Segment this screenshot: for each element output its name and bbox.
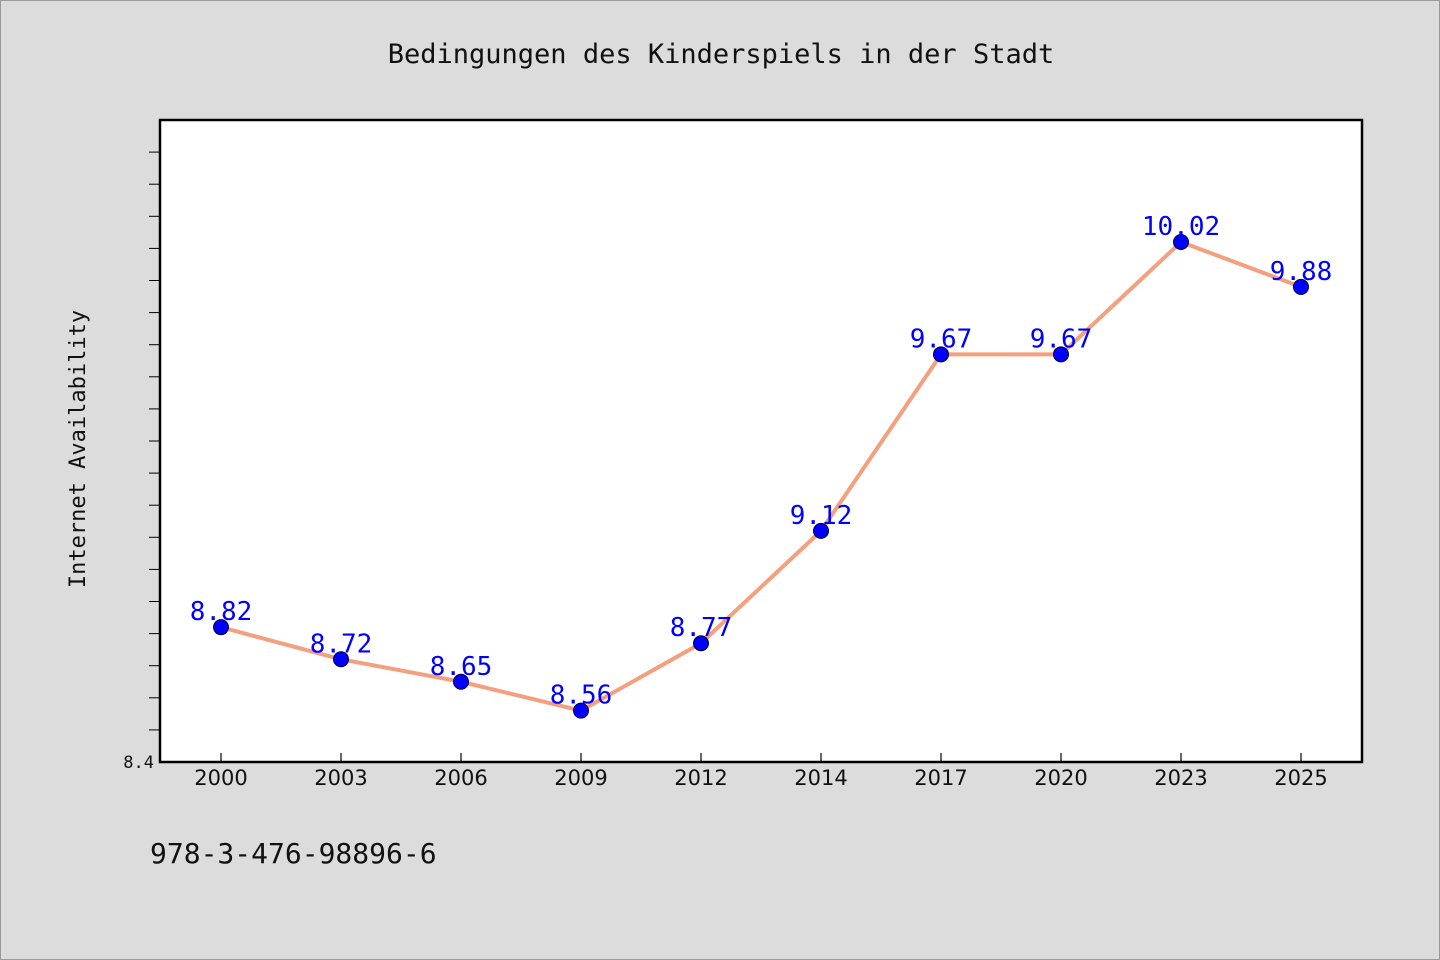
data-point-marker [1053,346,1069,363]
data-label: 8.56 [550,681,613,711]
data-label: 8.82 [190,597,253,627]
data-point-marker [813,522,829,539]
x-tick-label: 2012 [674,766,727,790]
data-label: 8.77 [670,613,733,643]
data-label: 10.02 [1142,212,1220,242]
x-tick-label: 2014 [794,766,847,790]
data-label: 9.12 [790,501,853,531]
x-tick-label: 2000 [194,766,247,790]
data-point-marker [933,346,949,363]
data-point-marker [1173,233,1189,250]
series-markers [213,233,1309,719]
series-line [219,239,1303,713]
data-label: 8.72 [310,629,373,659]
series-line-group [219,239,1303,713]
data-point-marker [693,635,709,652]
x-tick-label: 2006 [434,766,487,790]
isbn-footer: 978-3-476-98896-6 [150,837,437,870]
data-point-marker [453,673,469,690]
data-label: 9.67 [910,324,973,354]
y-axis-label: Internet Availability [66,310,91,588]
data-label: 8.65 [430,652,493,682]
x-tick-label: 2003 [314,766,367,790]
x-tick-label: 2009 [554,766,607,790]
x-tick-label: 2020 [1034,766,1087,790]
plot-area [158,118,1364,764]
data-point-marker [573,702,589,719]
x-tick-label: 2025 [1274,766,1327,790]
data-labels: 8.82 8.72 8.65 8.56 8.77 9.12 9.67 9.67 10.02 9.8… [190,212,1333,711]
data-point-marker [1293,278,1309,295]
data-label: 9.67 [1030,324,1093,354]
x-axis-ticks: 2000 2003 2006 2009 2012 2014 2017 2020 2023 2025 [194,753,1328,790]
x-tick-label: 2023 [1154,766,1207,790]
y-tick-label: 8.4 [123,753,154,773]
data-point-marker [213,619,229,636]
chart-title: Bedingungen des Kinderspiels in der Stad… [388,39,1054,70]
data-point-marker [333,651,349,668]
x-tick-label: 2017 [914,766,967,790]
y-axis-ticks: 8.4 [123,151,160,773]
data-label: 9.88 [1270,257,1333,287]
